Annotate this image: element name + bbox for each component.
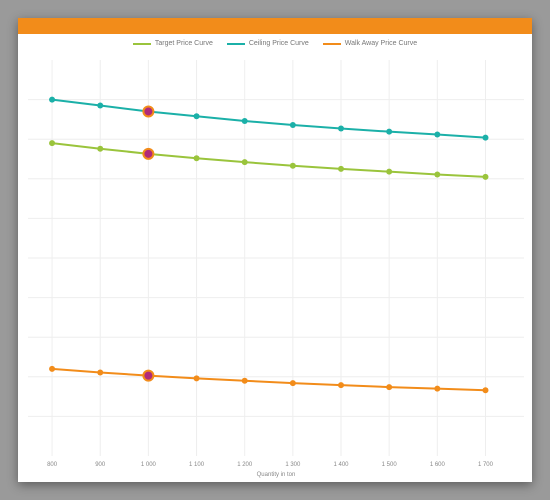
series	[49, 366, 488, 393]
series-point	[338, 126, 344, 132]
chart-window: Target Price Curve Ceiling Price Curve Wal…	[18, 18, 532, 482]
x-tick-label: 1 400	[334, 462, 350, 468]
chart-svg: 800 900 1 000 1 100 1 200 1 300 1 400 1 500 1 60…	[18, 56, 532, 482]
x-tick-label: 1 300	[285, 462, 301, 468]
series-point	[338, 382, 344, 388]
legend-swatch	[133, 43, 151, 45]
x-tick-label: 1 700	[478, 462, 494, 468]
legend-label: Target Price Curve	[155, 40, 213, 47]
series-point	[242, 378, 248, 384]
series-point	[194, 113, 200, 119]
series	[49, 97, 488, 141]
series-point	[97, 103, 103, 109]
x-tick-label: 1 500	[382, 462, 398, 468]
series-point	[482, 174, 488, 180]
series-point	[338, 166, 344, 172]
x-tick-label: 1 600	[430, 462, 446, 468]
x-tick-label: 800	[47, 462, 58, 468]
series-point	[49, 140, 55, 146]
x-tick-label: 900	[95, 462, 106, 468]
series	[49, 140, 488, 180]
series-point	[482, 387, 488, 393]
series-point	[434, 131, 440, 137]
series-point	[49, 97, 55, 103]
series-point	[386, 384, 392, 390]
legend-swatch	[227, 43, 245, 45]
series-point	[194, 375, 200, 381]
legend-label: Ceiling Price Curve	[249, 40, 309, 47]
x-tick-label: 1 200	[237, 462, 253, 468]
series-point	[290, 122, 296, 128]
series-point	[97, 146, 103, 152]
chart-legend: Target Price Curve Ceiling Price Curve Wal…	[18, 34, 532, 49]
highlight-point	[143, 106, 153, 116]
series-point	[49, 366, 55, 372]
x-tick-label: 1 100	[189, 462, 205, 468]
grid	[28, 60, 524, 456]
series-point	[434, 171, 440, 177]
legend-item: Walk Away Price Curve	[323, 40, 417, 47]
legend-item: Ceiling Price Curve	[227, 40, 309, 47]
chart-plot-area: 800 900 1 000 1 100 1 200 1 300 1 400 1 500 1 60…	[18, 56, 532, 482]
series-line	[52, 143, 485, 177]
series-point	[290, 163, 296, 169]
highlight-point	[143, 371, 153, 381]
series-line	[52, 100, 485, 138]
series-point	[242, 118, 248, 124]
series-point	[242, 159, 248, 165]
legend-swatch	[323, 43, 341, 45]
series-point	[386, 169, 392, 175]
highlight-point	[143, 149, 153, 159]
series-point	[482, 135, 488, 141]
series-point	[290, 380, 296, 386]
series-point	[194, 155, 200, 161]
x-tick-label: 1 000	[141, 462, 157, 468]
window-topbar	[18, 18, 532, 34]
series-point	[97, 369, 103, 375]
series-point	[434, 386, 440, 392]
x-axis-title: Quantity in ton	[257, 472, 296, 478]
series-line	[52, 369, 485, 390]
legend-item: Target Price Curve	[133, 40, 213, 47]
series-point	[386, 129, 392, 135]
legend-label: Walk Away Price Curve	[345, 40, 417, 47]
